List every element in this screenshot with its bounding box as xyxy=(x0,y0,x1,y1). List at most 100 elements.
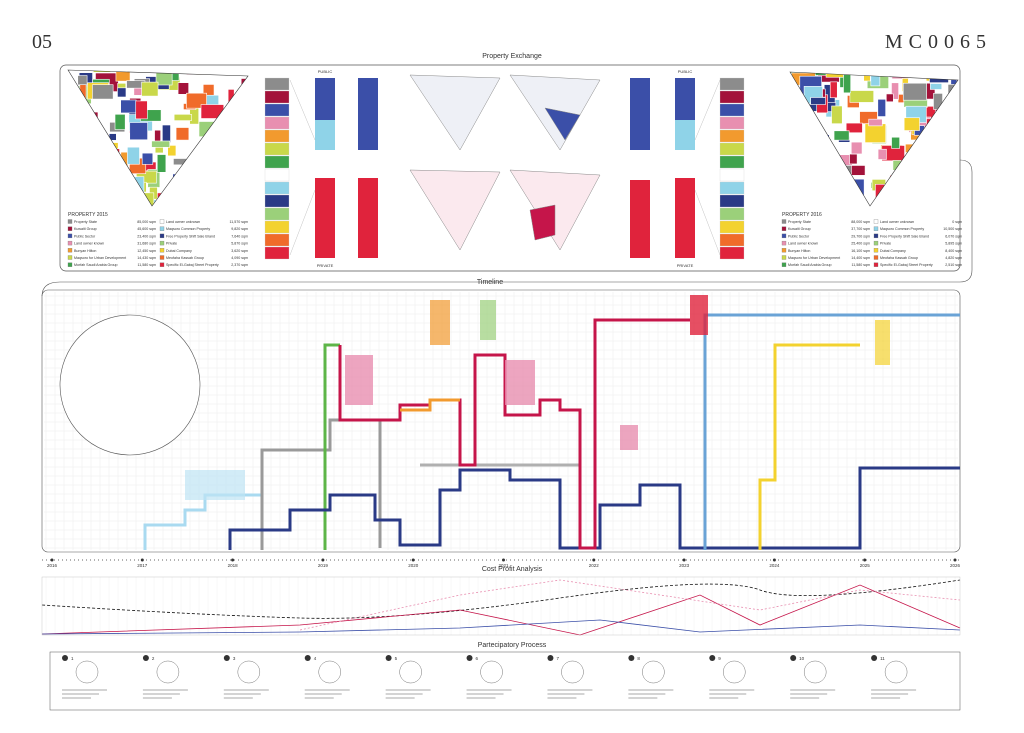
legend-name: Private xyxy=(880,242,891,246)
legend-swatch xyxy=(159,233,165,239)
parcel xyxy=(891,82,899,100)
parcel xyxy=(864,123,887,143)
year-tick xyxy=(231,558,235,562)
year-label: 2017 xyxy=(137,563,148,568)
legend-swatch xyxy=(159,248,165,253)
legend-swatch xyxy=(67,226,73,231)
step-number: 9 xyxy=(718,656,721,661)
year-label: 2021 xyxy=(498,563,509,568)
legend-value: 10,500 sqm xyxy=(943,227,962,231)
legend-value: 8,400 sqm xyxy=(945,249,962,253)
parcel xyxy=(845,122,863,134)
year-tick xyxy=(772,558,776,562)
parcel xyxy=(129,122,148,141)
parcel xyxy=(885,93,894,103)
step-icon xyxy=(480,660,503,684)
parcel xyxy=(877,98,886,117)
step-number: 1 xyxy=(71,656,74,661)
legend-swatch xyxy=(67,240,73,246)
stack-segment xyxy=(719,103,745,117)
year-label: 2022 xyxy=(589,563,600,568)
property-table-2016: PROPERTY 2016 Property State 88,000 sqm Kuw… xyxy=(781,212,962,267)
legend-swatch xyxy=(781,248,787,253)
stack-segment xyxy=(719,116,745,130)
year-label: 2023 xyxy=(679,563,690,568)
public-bar xyxy=(675,120,695,150)
stack-segment xyxy=(719,246,745,260)
public-bar xyxy=(630,78,650,150)
legend-name: Free Property Shift Sale Brand xyxy=(880,234,929,238)
cost-lines xyxy=(41,579,961,636)
step-marker xyxy=(142,655,149,661)
private-label: PRIVATE xyxy=(677,263,694,268)
private-bar xyxy=(675,178,695,258)
section-title: Partecipatory Process xyxy=(478,642,547,649)
private-bar xyxy=(315,178,335,258)
legend-value: 45,600 sqm xyxy=(137,227,156,231)
parcel xyxy=(870,72,881,87)
legend-name: Public Sector xyxy=(74,234,96,238)
legend-swatch xyxy=(781,219,787,224)
legend-name: Land owner known xyxy=(788,242,818,246)
parcel xyxy=(141,152,154,165)
building-volumes xyxy=(185,300,890,500)
public-bar xyxy=(315,120,335,150)
legend-value: 9,820 sqm xyxy=(231,227,248,231)
legend-name: Kuwaiti Group xyxy=(74,227,97,231)
parcel xyxy=(849,90,874,103)
year-label: 2026 xyxy=(950,563,961,568)
legend-swatch xyxy=(159,226,165,231)
step-icon xyxy=(237,660,261,684)
section-title: Property Exchange xyxy=(482,53,542,60)
parcel xyxy=(77,75,88,86)
legend-name: Maqsoro Common Property xyxy=(166,227,210,231)
parcel xyxy=(156,154,167,173)
step-marker xyxy=(709,655,716,661)
parcel xyxy=(115,70,131,82)
parcel xyxy=(849,153,858,165)
step-icon xyxy=(723,660,746,684)
step-number: 6 xyxy=(476,656,479,661)
year-tick xyxy=(863,558,867,562)
section-title: Timeline xyxy=(477,279,503,286)
public-label: PUBLIC xyxy=(678,69,693,74)
year-tick xyxy=(682,558,686,562)
legend-value: 11,570 sqm xyxy=(229,220,248,224)
legend-swatch xyxy=(67,248,73,253)
parcel xyxy=(92,84,114,100)
legend-value: 31,680 sqm xyxy=(137,242,156,246)
legend-name: Specific El-Gabaj Street Property xyxy=(880,263,933,267)
legend-swatch xyxy=(781,255,787,260)
step-icon xyxy=(399,660,422,684)
private-bar xyxy=(630,180,650,258)
step-number: 8 xyxy=(637,656,640,661)
legend-value: 2,370 sqm xyxy=(231,263,248,267)
legend-name: Free Property Shift Sale Brand xyxy=(166,234,215,238)
parcel xyxy=(151,140,171,148)
legend-swatch xyxy=(873,226,879,231)
ownership-stack xyxy=(719,77,745,260)
year-label: 2018 xyxy=(228,563,239,568)
legend-swatch xyxy=(67,255,73,260)
stack-segment xyxy=(719,155,745,169)
stack-segment xyxy=(264,77,290,91)
public-bar xyxy=(358,78,378,150)
stack-segment xyxy=(719,142,745,156)
parcel xyxy=(120,99,137,114)
stack-segment xyxy=(264,194,290,208)
stack-segment xyxy=(719,77,745,91)
project-code: MC0065 xyxy=(885,31,992,53)
parcel xyxy=(141,81,159,97)
stack-segment xyxy=(264,116,290,130)
legend-name: Maqsoro for Urban Development xyxy=(74,256,126,260)
step-marker xyxy=(62,655,68,661)
step-marker xyxy=(304,655,311,661)
legend-name: Bunyan Hilton xyxy=(74,249,96,253)
legend-swatch xyxy=(873,240,879,246)
parcel xyxy=(891,136,900,149)
step-icon xyxy=(642,660,665,684)
legend-value: 5,895 sqm xyxy=(945,242,962,246)
process-steps: 1 2 3 4 5 6 7 8 9 10 11 xyxy=(62,655,917,699)
stack-segment xyxy=(264,155,290,169)
legend-value: 14,430 sqm xyxy=(137,256,156,260)
